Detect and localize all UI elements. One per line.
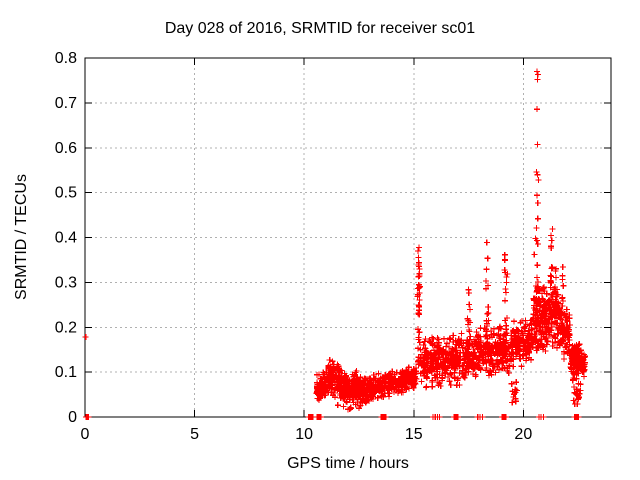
- x-tick-label: 0: [81, 426, 90, 443]
- grid-lines: [85, 58, 611, 417]
- axis-tick-marks: [84, 57, 611, 418]
- x-tick-label: 20: [514, 426, 532, 443]
- y-tick-label: 0.5: [55, 185, 77, 202]
- x-tick-label: 15: [405, 426, 423, 443]
- y-tick-label: 0.1: [55, 364, 77, 381]
- y-tick-label: 0: [68, 409, 77, 426]
- y-axis-label: SRMTID / TECUs: [13, 174, 30, 300]
- x-tick-labels: 0 5 10 15 20: [81, 426, 533, 443]
- y-tick-label: 0.7: [55, 95, 77, 112]
- y-tick-label: 0.3: [55, 274, 77, 291]
- y-tick-label: 0.6: [55, 140, 77, 157]
- plot-border: [84, 57, 612, 418]
- x-tick-label: 5: [190, 426, 199, 443]
- x-axis-label: GPS time / hours: [287, 455, 409, 472]
- y-tick-labels: 0 0.1 0.2 0.3 0.4 0.5 0.6 0.7 0.8: [55, 50, 77, 426]
- data-points: [82, 68, 589, 420]
- chart-title: Day 028 of 2016, SRMTID for receiver sc0…: [165, 20, 475, 37]
- x-tick-label: 10: [295, 426, 313, 443]
- y-tick-label: 0.4: [55, 230, 77, 247]
- y-tick-label: 0.2: [55, 319, 77, 336]
- y-tick-label: 0.8: [55, 50, 77, 67]
